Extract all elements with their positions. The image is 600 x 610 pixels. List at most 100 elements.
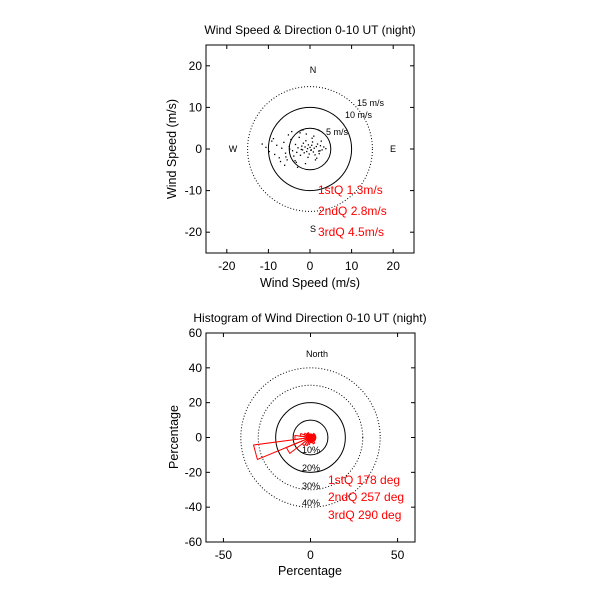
scatter-point xyxy=(299,154,302,156)
scatter-point xyxy=(321,149,323,151)
scatter-point xyxy=(323,146,325,148)
scatter-point xyxy=(315,145,317,148)
ring-label-20-percent: 20% xyxy=(302,463,320,473)
scatter-point xyxy=(291,150,294,152)
ring-label-10-percent: 10% xyxy=(302,445,320,455)
scatter-point xyxy=(318,152,320,155)
scatter-point xyxy=(284,152,287,154)
top-plot-area xyxy=(247,86,373,212)
bottom-chart: Histogram of Wind Direction 0-10 UT (nig… xyxy=(167,311,427,578)
scatter-point xyxy=(304,162,307,165)
top-chart-title: Wind Speed & Direction 0-10 UT (night) xyxy=(204,23,415,37)
bottom-y-tick-label: -60 xyxy=(185,535,203,549)
top-x-tick-label: 0 xyxy=(307,259,314,273)
scatter-point xyxy=(268,150,270,153)
top-x-axis: -20 -10 0 10 20 xyxy=(218,45,400,273)
scatter-point xyxy=(281,147,283,149)
scatter-point xyxy=(285,156,287,158)
top-y-tick-label: 20 xyxy=(189,59,203,73)
scatter-point xyxy=(303,152,305,154)
bottom-quartile-3: 3rdQ 290 deg xyxy=(328,508,401,522)
scatter-point xyxy=(302,142,305,144)
scatter-point xyxy=(302,129,304,131)
scatter-point xyxy=(311,144,313,146)
scatter-point xyxy=(289,148,291,150)
top-x-tick-label: -20 xyxy=(218,259,236,273)
scatter-point xyxy=(313,135,315,137)
scatter-point xyxy=(274,153,276,156)
bottom-x-axis-label: Percentage xyxy=(278,564,342,578)
scatter-point xyxy=(261,143,263,145)
top-y-tick-label: -20 xyxy=(185,225,203,239)
scatter-point xyxy=(314,154,316,156)
ring-label-40-percent: 40% xyxy=(302,498,320,508)
bottom-y-tick-label: -20 xyxy=(185,465,203,479)
bottom-quartile-1: 1stQ 178 deg xyxy=(328,473,400,487)
scatter-point xyxy=(294,143,297,146)
bottom-y-tick-label: 40 xyxy=(189,361,203,375)
scatter-point xyxy=(286,159,288,161)
scatter-point xyxy=(272,138,275,140)
top-x-tick-label: 10 xyxy=(345,259,359,273)
top-y-tick-label: -10 xyxy=(185,184,203,198)
top-ring-15 xyxy=(247,86,373,212)
bottom-y-tick-label: 60 xyxy=(189,326,203,340)
scatter-point xyxy=(325,147,327,150)
bottom-x-axis: -50 0 50 xyxy=(215,333,405,562)
scatter-point xyxy=(309,146,311,149)
scatter-point xyxy=(307,156,309,159)
ring-label-5: 5 m/s xyxy=(326,127,349,137)
scatter-point xyxy=(312,151,315,153)
bottom-x-tick-label: 50 xyxy=(391,548,405,562)
compass-east-label: E xyxy=(390,144,396,154)
scatter-point xyxy=(291,130,293,133)
bottom-y-tick-label: 0 xyxy=(195,431,202,445)
scatter-point xyxy=(279,160,282,163)
scatter-point xyxy=(288,145,290,148)
top-quartile-2: 2ndQ 2.8m/s xyxy=(318,204,387,218)
scatter-point xyxy=(294,160,296,162)
top-x-tick-label: -10 xyxy=(260,259,278,273)
scatter-point xyxy=(287,134,290,136)
scatter-point xyxy=(307,144,310,146)
compass-south-label: S xyxy=(310,224,316,234)
scatter-point xyxy=(306,150,308,153)
scatter-point xyxy=(276,144,278,146)
histogram-wedge xyxy=(308,433,311,438)
ring-label-15: 15 m/s xyxy=(357,98,385,108)
bottom-x-tick-label: -50 xyxy=(215,548,233,562)
top-ring-5 xyxy=(288,127,332,171)
histogram-wedge xyxy=(252,437,311,461)
top-y-tick-label: 10 xyxy=(189,100,203,114)
scatter-point xyxy=(296,166,299,169)
bottom-ring-10 xyxy=(292,419,329,456)
scatter-point xyxy=(318,150,320,152)
top-y-axis-label: Wind Speed (m/s) xyxy=(165,99,179,199)
scatter-point xyxy=(278,157,280,159)
scatter-point xyxy=(305,133,307,135)
top-quartile-1: 1stQ 1.3m/s xyxy=(318,183,383,197)
scatter-point xyxy=(320,140,322,142)
bottom-y-axis: 60 40 20 0 -20 -40 -60 xyxy=(185,326,415,549)
scatter-point xyxy=(310,149,312,151)
scatter-point xyxy=(296,151,298,154)
top-ring-10 xyxy=(267,106,353,192)
scatter-point xyxy=(319,150,321,152)
scatter-point xyxy=(284,164,286,166)
bottom-ring-40 xyxy=(240,367,381,508)
scatter-point xyxy=(293,155,295,157)
north-label: North xyxy=(306,349,328,359)
scatter-point xyxy=(306,147,309,150)
bottom-x-tick-label: 0 xyxy=(307,548,314,562)
scatter-point xyxy=(283,141,285,144)
scatter-point xyxy=(298,136,300,139)
scatter-point xyxy=(301,149,304,151)
scatter-point xyxy=(299,132,301,134)
bottom-y-tick-label: -40 xyxy=(185,500,203,514)
top-x-axis-label: Wind Speed (m/s) xyxy=(260,276,360,290)
top-y-axis: 20 10 0 -10 -20 xyxy=(185,59,414,239)
ring-label-30-percent: 30% xyxy=(302,481,320,491)
top-y-tick-label: 0 xyxy=(195,142,202,156)
scatter-point xyxy=(313,147,315,149)
